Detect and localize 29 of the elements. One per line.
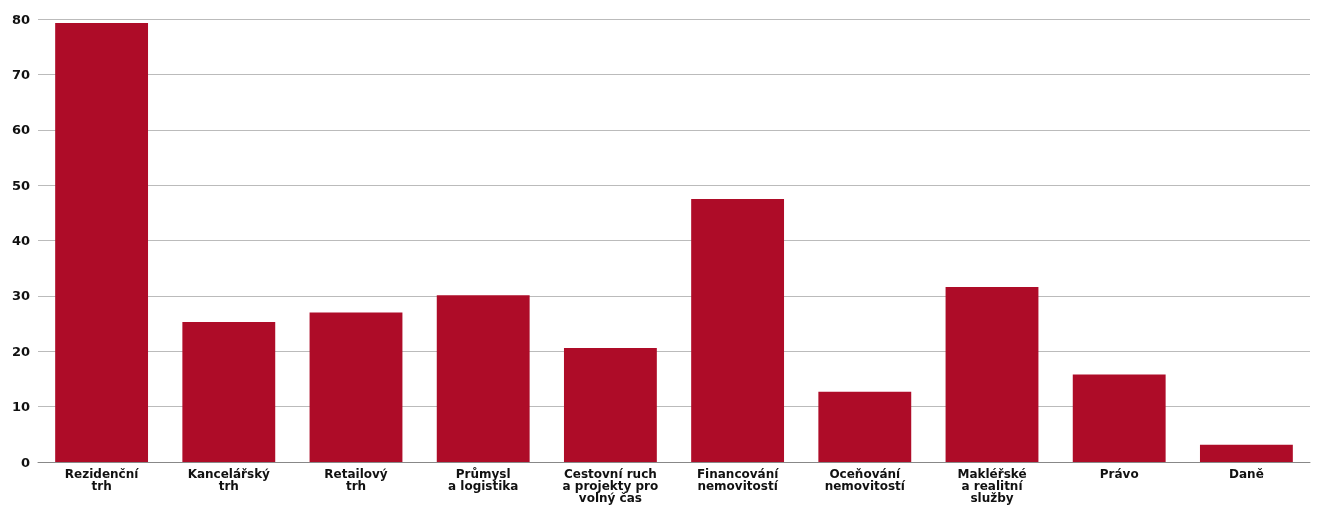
x-tick-label: Financování nemovitostí [696, 467, 780, 493]
bar [182, 321, 276, 462]
y-tick-label: 70 [11, 66, 30, 82]
x-tick-label: Právo [1099, 467, 1139, 481]
bar [55, 22, 149, 462]
bar [1199, 444, 1293, 462]
bar [309, 312, 403, 462]
x-tick-label: Rezidenční trh [64, 467, 140, 493]
x-tick-label: Cestovní ruch a projekty pro volný čas [562, 467, 659, 505]
bar [1072, 374, 1166, 462]
x-tick-label: Daně [1229, 467, 1264, 481]
bar [818, 391, 912, 462]
x-tick-label: Retailový trh [324, 467, 388, 493]
y-tick-label: 20 [11, 343, 30, 359]
y-tick-label: 80 [11, 11, 30, 27]
y-tick-label: 50 [11, 177, 30, 193]
bar [945, 287, 1039, 462]
x-tick-label: Průmysl a logistika [448, 467, 519, 493]
y-tick-label: 60 [11, 122, 30, 138]
bar [691, 198, 785, 462]
y-tick-label: 0 [20, 454, 30, 470]
bar [436, 295, 530, 462]
bar [563, 347, 657, 462]
y-tick-label: 30 [11, 288, 30, 304]
x-tick-label: Makléřské a realitní služby [957, 467, 1027, 505]
y-tick-label: 10 [11, 399, 30, 415]
x-tick-label: Kancelářský trh [187, 467, 271, 493]
x-tick-label: Oceňování nemovitostí [824, 467, 906, 493]
y-tick-label: 40 [11, 233, 30, 248]
